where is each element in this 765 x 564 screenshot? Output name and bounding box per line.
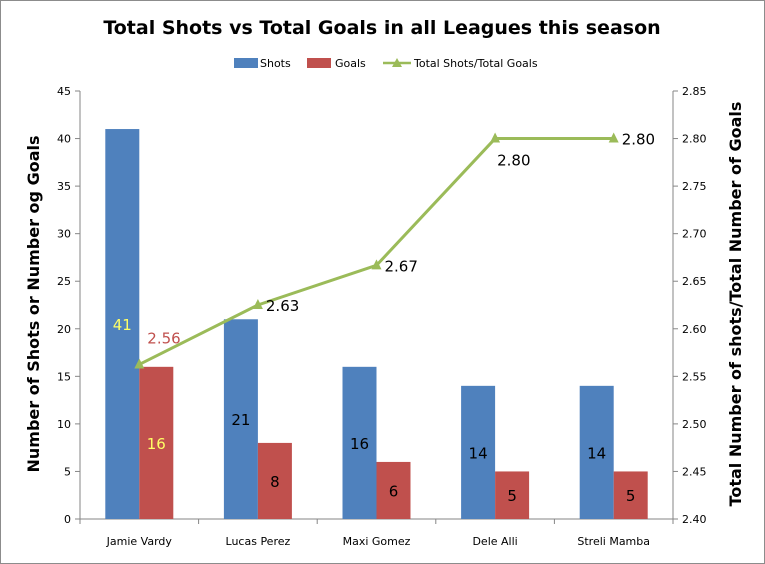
bar-shots — [579, 385, 614, 519]
y-axis-title-right: Total Number of shots/Total Number of Go… — [726, 102, 745, 507]
data-label-shots: 16 — [350, 435, 369, 453]
data-label-ratio: 2.80 — [497, 152, 530, 170]
y-right-tick-label: 2.65 — [682, 275, 707, 288]
y-right-tick-label: 2.75 — [682, 180, 707, 193]
y-left-tick-label: 20 — [57, 323, 71, 336]
y-left-tick-label: 45 — [57, 85, 71, 98]
bar-goals — [495, 471, 530, 519]
chart-title: Total Shots vs Total Goals in all League… — [103, 17, 660, 39]
data-label-ratio: 2.63 — [266, 297, 299, 315]
y-right-tick-label: 2.70 — [682, 228, 707, 241]
x-category-label: Streli Mamba — [577, 535, 650, 548]
y-left-tick-label: 0 — [64, 513, 71, 526]
legend: Shots Goals Total Shots/Total Goals — [234, 57, 538, 70]
data-label-goals: 16 — [147, 435, 166, 453]
data-label-goals: 6 — [389, 482, 399, 500]
ratio-line — [138, 137, 614, 366]
y-left-tick-label: 15 — [57, 370, 71, 383]
ratio-marker — [252, 299, 263, 309]
data-label-goals: 5 — [626, 487, 636, 505]
bar-shots — [105, 129, 140, 520]
y-right-tick-label: 2.55 — [682, 370, 707, 383]
y-right-tick-label: 2.80 — [682, 133, 707, 146]
y-right-tick-label: 2.50 — [682, 418, 707, 431]
y-right-tick-label: 2.60 — [682, 323, 707, 336]
ratio-marker — [490, 132, 501, 143]
legend-label-shots: Shots — [260, 57, 291, 70]
data-label-goals: 5 — [507, 487, 517, 505]
ratio-marker — [608, 132, 619, 143]
y-right-tick-label: 2.45 — [682, 465, 707, 478]
y-right-tick-label: 2.40 — [682, 513, 707, 526]
ratio-marker — [371, 259, 382, 270]
x-category-label: Dele Alli — [472, 535, 517, 548]
bar-shots — [342, 366, 377, 519]
data-label-shots: 21 — [231, 411, 250, 429]
legend-label-goals: Goals — [335, 57, 366, 70]
x-category-label: Jamie Vardy — [106, 535, 173, 548]
data-label-goals: 8 — [270, 473, 280, 491]
y-left-tick-label: 25 — [57, 275, 71, 288]
data-label-shots: 41 — [113, 316, 132, 334]
bars — [105, 129, 648, 520]
legend-marker-ratio — [392, 58, 402, 67]
data-labels: 41 16 21 8 16 6 14 5 14 5 2.56 2.63 2.67 2.80 2.80 — [113, 131, 655, 506]
bar-shots — [461, 385, 496, 519]
data-label-shots: 14 — [587, 444, 606, 462]
legend-swatch-shots — [234, 58, 258, 68]
y-left-tick-label: 10 — [57, 418, 71, 431]
y-axis-title-left: Number of Shots or Number og Goals — [24, 135, 43, 472]
data-label-ratio: 2.56 — [147, 329, 180, 347]
data-label-shots: 14 — [469, 444, 488, 462]
data-label-ratio: 2.67 — [385, 257, 418, 275]
x-category-label: Lucas Perez — [226, 535, 291, 548]
y-left-tick-label: 40 — [57, 133, 71, 146]
y-right-tick-label: 2.85 — [682, 85, 707, 98]
bar-goals — [613, 471, 648, 519]
y-left-tick-label: 5 — [64, 465, 71, 478]
ratio-line-layer — [134, 132, 619, 369]
legend-swatch-goals — [307, 58, 331, 68]
bar-shots — [223, 319, 258, 519]
bar-goals — [139, 366, 174, 519]
y-left-tick-label: 35 — [57, 180, 71, 193]
bar-goals — [376, 461, 411, 519]
data-label-ratio: 2.80 — [622, 131, 655, 149]
ratio-marker — [134, 358, 145, 369]
bar-goals — [257, 442, 292, 519]
x-category-label: Maxi Gomez — [343, 535, 411, 548]
legend-label-ratio: Total Shots/Total Goals — [413, 57, 538, 70]
y-left-tick-label: 30 — [57, 228, 71, 241]
